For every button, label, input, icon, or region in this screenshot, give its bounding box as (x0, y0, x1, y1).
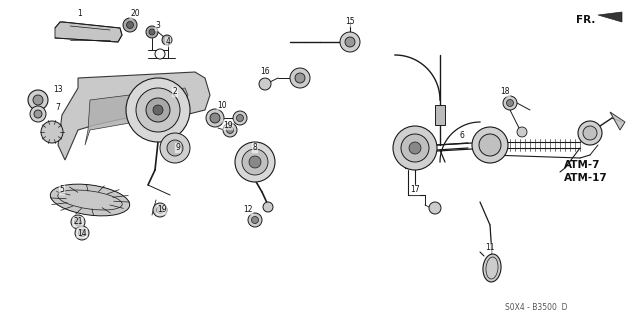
Circle shape (30, 106, 46, 122)
Circle shape (126, 78, 190, 142)
Circle shape (340, 32, 360, 52)
Circle shape (393, 126, 437, 170)
Circle shape (210, 113, 220, 123)
Polygon shape (85, 88, 188, 145)
Circle shape (503, 96, 517, 110)
Circle shape (153, 203, 167, 217)
Text: 20: 20 (130, 10, 140, 19)
Circle shape (235, 142, 275, 182)
Text: 3: 3 (156, 21, 161, 30)
Polygon shape (598, 12, 622, 22)
Text: 14: 14 (77, 228, 87, 237)
Circle shape (41, 121, 63, 143)
Circle shape (290, 68, 310, 88)
Circle shape (248, 213, 262, 227)
Text: 21: 21 (73, 218, 83, 227)
Text: 8: 8 (253, 143, 257, 153)
Circle shape (233, 111, 247, 125)
Text: 2: 2 (173, 87, 177, 97)
Text: 17: 17 (410, 186, 420, 195)
Text: S0X4 - B3500  D: S0X4 - B3500 D (505, 302, 568, 311)
Polygon shape (58, 72, 210, 160)
Circle shape (479, 134, 501, 156)
Text: 18: 18 (500, 87, 509, 97)
Circle shape (242, 149, 268, 175)
Text: 15: 15 (345, 18, 355, 27)
Circle shape (472, 127, 508, 163)
Circle shape (123, 18, 137, 32)
Circle shape (28, 90, 48, 110)
Circle shape (252, 217, 259, 223)
Text: 9: 9 (175, 143, 180, 153)
Circle shape (155, 49, 165, 59)
Polygon shape (55, 22, 122, 42)
Circle shape (409, 142, 421, 154)
Circle shape (160, 133, 190, 163)
Circle shape (33, 95, 43, 105)
Ellipse shape (483, 254, 501, 282)
Circle shape (157, 206, 163, 213)
Circle shape (34, 110, 42, 118)
Text: 5: 5 (60, 186, 65, 195)
Text: ATM-7: ATM-7 (564, 160, 600, 170)
Circle shape (345, 37, 355, 47)
Circle shape (401, 134, 429, 162)
Text: 1: 1 (77, 10, 83, 19)
Polygon shape (610, 112, 625, 130)
Circle shape (162, 35, 172, 45)
Circle shape (167, 140, 183, 156)
Text: FR.: FR. (575, 15, 595, 25)
Circle shape (237, 115, 243, 122)
Text: 19: 19 (223, 121, 233, 130)
Circle shape (295, 73, 305, 83)
Circle shape (74, 219, 81, 226)
Circle shape (429, 202, 441, 214)
Circle shape (71, 215, 85, 229)
Circle shape (153, 105, 163, 115)
Text: 6: 6 (460, 131, 465, 140)
Circle shape (146, 26, 158, 38)
Circle shape (517, 127, 527, 137)
Circle shape (578, 121, 602, 145)
Text: 19: 19 (157, 205, 167, 214)
Circle shape (206, 109, 224, 127)
Circle shape (583, 126, 597, 140)
Text: 16: 16 (260, 68, 270, 76)
Circle shape (506, 100, 513, 107)
Circle shape (136, 88, 180, 132)
Circle shape (79, 229, 86, 236)
Text: 4: 4 (166, 37, 170, 46)
Circle shape (223, 123, 237, 137)
Text: 7: 7 (56, 103, 60, 113)
Circle shape (127, 21, 134, 28)
Circle shape (75, 226, 89, 240)
Text: 12: 12 (243, 205, 253, 214)
Circle shape (149, 29, 155, 35)
Circle shape (259, 78, 271, 90)
Circle shape (146, 98, 170, 122)
Circle shape (249, 156, 261, 168)
Circle shape (227, 126, 234, 133)
Circle shape (263, 202, 273, 212)
Bar (435, 105, 445, 125)
Text: 13: 13 (53, 85, 63, 94)
Text: 11: 11 (485, 244, 495, 252)
Text: 10: 10 (217, 100, 227, 109)
Text: ATM-17: ATM-17 (564, 173, 608, 183)
Ellipse shape (51, 184, 130, 216)
